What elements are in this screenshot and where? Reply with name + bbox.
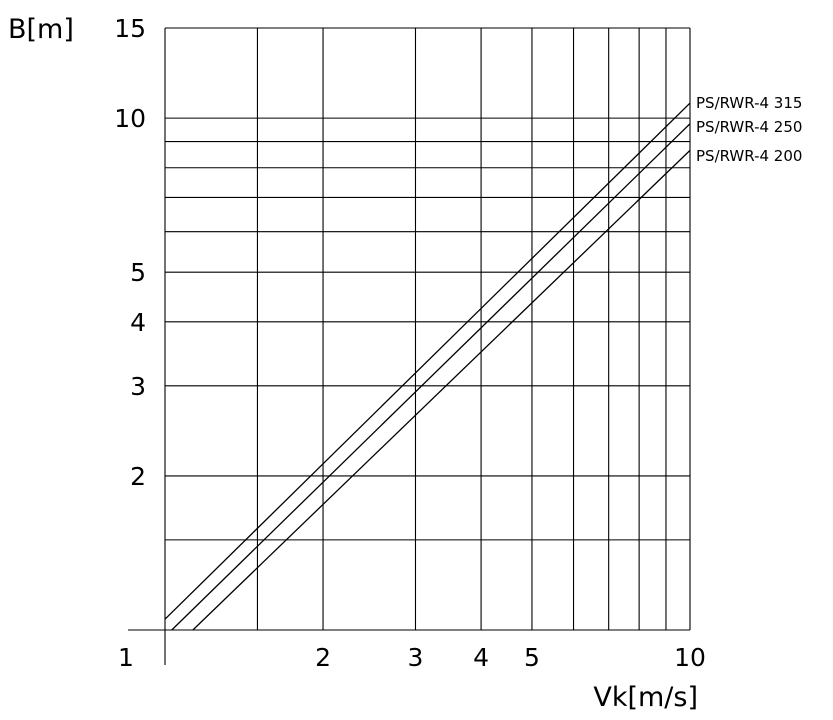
axes <box>128 28 690 665</box>
series-label: PS/RWR-4 200 <box>696 147 802 165</box>
series-label: PS/RWR-4 250 <box>696 118 802 136</box>
y-tick-label: 3 <box>130 372 146 401</box>
y-tick-label: 4 <box>130 308 146 337</box>
y-axis-title: B[m] <box>8 14 74 45</box>
series-label: PS/RWR-4 315 <box>696 94 802 112</box>
x-tick-label: 1 <box>118 643 134 672</box>
y-tick-label: 10 <box>114 104 146 133</box>
x-tick-label: 4 <box>473 643 489 672</box>
series-line <box>192 149 691 631</box>
x-tick-label: 10 <box>674 643 706 672</box>
series-line <box>164 102 691 620</box>
y-tick-label: 15 <box>114 14 146 43</box>
x-tick-label: 2 <box>315 643 331 672</box>
x-tick-label: 5 <box>524 643 540 672</box>
series-line <box>171 123 691 631</box>
x-axis-title: Vk[m/s] <box>593 682 698 713</box>
series-labels: PS/RWR-4 315 PS/RWR-4 250 PS/RWR-4 200 <box>696 94 802 165</box>
y-tick-label: 2 <box>130 462 146 491</box>
tick-labels: 1 2 3 4 5 10 2 3 4 5 10 15 <box>114 14 706 672</box>
x-tick-label: 3 <box>408 643 424 672</box>
grid <box>165 27 691 630</box>
y-tick-label: 5 <box>130 258 146 287</box>
series-lines <box>164 102 691 631</box>
